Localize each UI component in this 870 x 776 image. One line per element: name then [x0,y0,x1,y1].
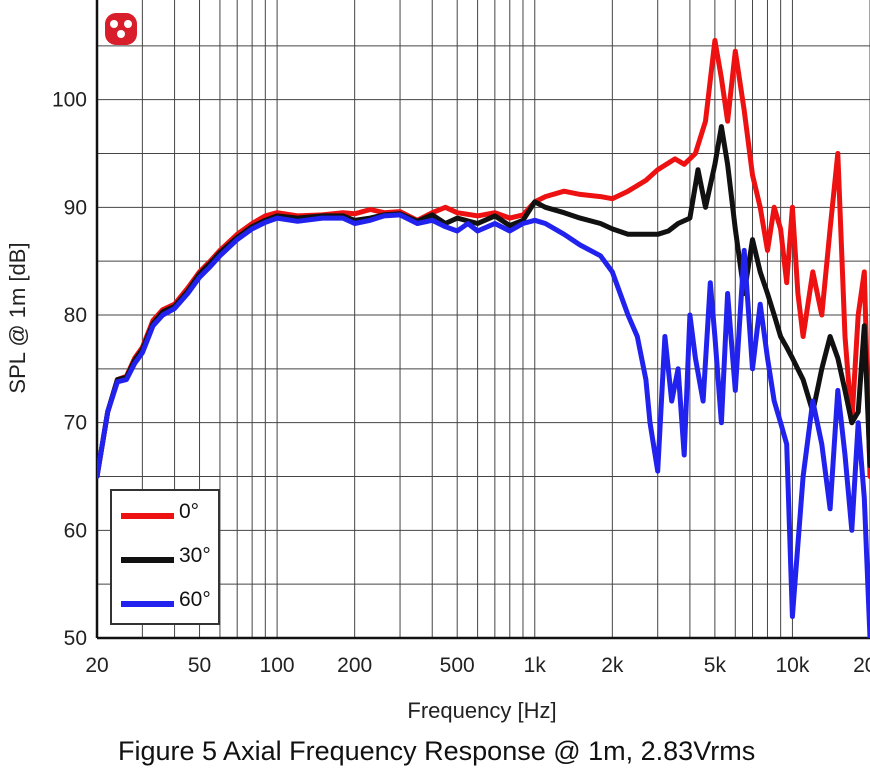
x-axis-title: Frequency [Hz] [407,698,556,723]
x-tick-label: 20 [85,654,108,677]
x-tick-label: 200 [337,654,372,677]
y-tick-label: 110 [54,0,87,4]
x-tick-labels: 20 50 100 200 500 1k 2k 5k 10k 20k [85,654,870,677]
series-lines [97,37,870,638]
y-tick-labels: 50 60 70 80 90 100 110 [52,0,87,650]
x-tick-label: 100 [260,654,295,677]
x-tick-label: 20k [853,654,870,677]
x-tick-label: 1k [524,654,547,677]
y-tick-label: 70 [64,412,87,435]
legend-label: 0° [179,500,199,523]
x-tick-label: 50 [188,654,211,677]
y-tick-label: 90 [64,196,87,219]
y-tick-label: 50 [64,627,87,650]
y-tick-label: 100 [52,89,87,112]
figure-caption: Figure 5 Axial Frequency Response @ 1m, … [118,736,756,766]
brand-logo [105,13,137,45]
x-tick-label: 5k [704,654,727,677]
y-tick-label: 80 [64,304,87,327]
legend: 0° 30° 60° [110,489,220,625]
legend-label: 60° [179,588,211,611]
x-tick-label: 10k [776,654,810,677]
x-tick-label: 2k [601,654,624,677]
series-line-3 [97,212,870,638]
x-tick-label: 500 [440,654,475,677]
y-tick-label: 60 [64,519,87,542]
y-axis-title: SPL @ 1m [dB] [5,242,30,393]
legend-label: 30° [179,544,211,567]
plot-area [97,37,870,638]
